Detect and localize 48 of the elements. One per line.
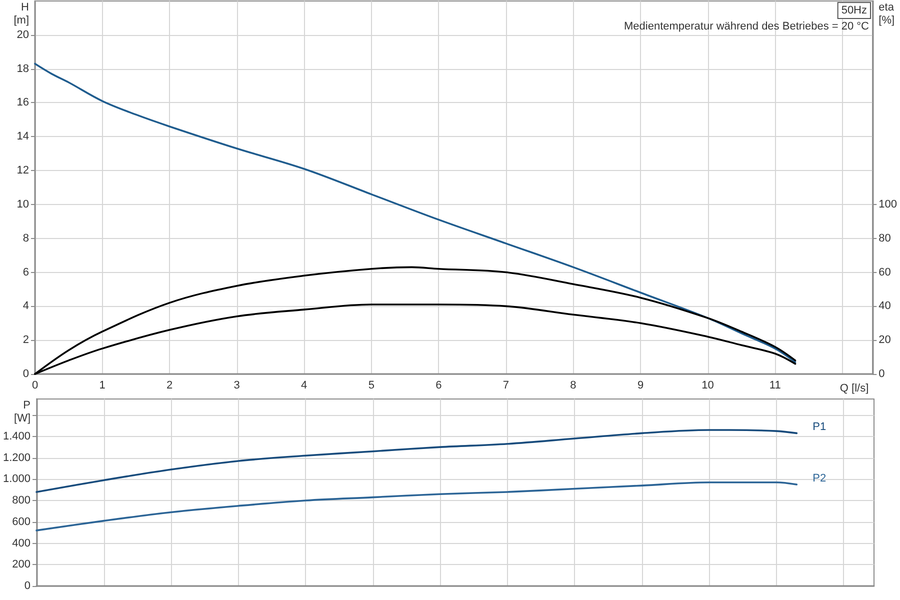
y-tick-label: 2	[22, 334, 29, 346]
y-tick-label: 1.000	[2, 473, 31, 486]
y-tick-label: 400	[12, 537, 31, 550]
y-tick-label: 10	[16, 198, 29, 210]
annotation: 50Hz	[841, 4, 868, 16]
x-tick-label: 9	[637, 380, 644, 392]
x-tick-label: 5	[368, 380, 374, 392]
x-tick-label: 0	[32, 380, 38, 392]
x-tick-label: 7	[502, 380, 510, 392]
x-tick-label: 4	[301, 380, 308, 392]
y-axis-title: H [m]	[14, 2, 30, 26]
y-tick-label: 8	[22, 232, 29, 244]
annotation: Medientemperatur während des Betriebes = 20 °C	[624, 20, 870, 32]
y-tick-label: 6	[22, 266, 29, 278]
y-tick-label: 800	[12, 494, 31, 507]
x-tick-label: 6	[436, 380, 442, 392]
y2-axis-title: eta [%]	[878, 2, 895, 26]
x-tick-label: 1	[99, 380, 106, 392]
y-axis-title: P [W]	[14, 400, 31, 424]
series-label: P1	[812, 421, 826, 434]
y2-tick-label: 40	[878, 300, 891, 312]
x-tick-label: 2	[166, 380, 173, 392]
y2-tick-label: 80	[878, 232, 891, 244]
y2-tick-label: 20	[878, 334, 891, 346]
x-tick-label: 8	[570, 380, 576, 392]
x-tick-label: 10	[702, 380, 714, 392]
y-tick-label: 0	[22, 368, 29, 380]
y2-tick-label: 0	[878, 368, 885, 380]
y-tick-label: 0	[24, 580, 31, 592]
y-tick-label: 1.200	[2, 452, 31, 464]
y-tick-label: 4	[22, 300, 29, 312]
x-tick-label: 11	[769, 380, 781, 392]
y-tick-label: 18	[16, 62, 29, 75]
x-axis-title: Q [l/s]	[840, 382, 869, 394]
x-tick-label: 3	[234, 380, 240, 392]
y-tick-label: 600	[12, 516, 31, 528]
y-tick-label: 200	[12, 558, 31, 571]
y2-tick-label: 60	[878, 266, 891, 278]
y-tick-label: 14	[16, 130, 29, 143]
line-series	[34, 62, 796, 364]
y-tick-label: 12	[16, 164, 29, 177]
line-series	[36, 481, 798, 532]
y-tick-label: 16	[16, 96, 29, 109]
y-tick-label: 1.400	[2, 430, 31, 442]
line-series	[36, 429, 798, 493]
y-tick-label: 20	[16, 28, 29, 41]
series-label: P2	[812, 472, 826, 484]
y2-tick-label: 100	[878, 198, 898, 210]
